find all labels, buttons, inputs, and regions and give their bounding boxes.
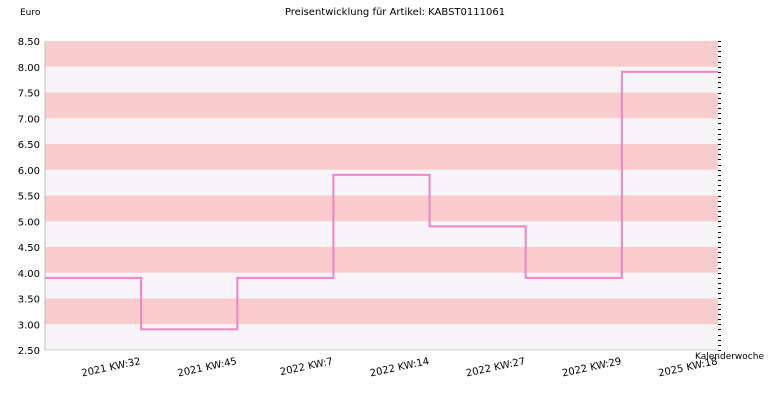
y-tick-label: 7.00 — [18, 114, 40, 125]
background-bands — [44, 41, 718, 351]
background-band — [45, 66, 718, 93]
y-tick-label: 3.00 — [18, 320, 40, 331]
chart-title: Preisentwicklung für Artikel: KABST01110… — [285, 7, 505, 18]
y-tick-label: 6.50 — [18, 140, 40, 151]
y-tick-label: 3.50 — [18, 295, 40, 306]
y-tick-label: 4.50 — [18, 243, 40, 254]
x-tick-label: 2021 KW:45 — [177, 356, 238, 379]
background-band — [45, 221, 718, 247]
x-tick-label: 2021 KW:32 — [81, 356, 142, 379]
y-tick-label: 5.00 — [18, 217, 40, 228]
background-band — [45, 169, 718, 196]
price-step-line — [45, 70, 718, 331]
y-tick-label: 8.00 — [18, 63, 40, 74]
y-tick-label: 7.50 — [18, 89, 40, 100]
y-axis-ticks: 2.50 3.00 3.50 4.00 4.50 5.00 5.50 6.00 6.50 7.00… — [18, 37, 40, 357]
background-band — [45, 324, 718, 350]
background-band — [45, 41, 718, 67]
background-band — [45, 298, 718, 325]
y-tick-label: 6.00 — [18, 166, 40, 177]
background-band — [45, 272, 718, 299]
background-band — [45, 195, 718, 222]
right-axis-minor-ticks — [718, 41, 721, 351]
x-tick-label: 2022 KW:29 — [561, 356, 622, 379]
x-tick-label: 2022 KW:27 — [465, 356, 526, 379]
y-tick-label: 4.00 — [18, 269, 40, 280]
x-tick-label: 2022 KW:7 — [279, 356, 334, 378]
x-axis-ticks: 2021 KW:32 2021 KW:45 2022 KW:7 2022 KW:14 2… — [81, 356, 719, 379]
background-band — [45, 118, 718, 144]
y-tick-label: 5.50 — [18, 192, 40, 203]
x-tick-label: 2022 KW:14 — [369, 356, 430, 379]
background-band — [45, 144, 718, 170]
background-band — [45, 92, 718, 119]
x-axis-label: Kalenderwoche — [695, 352, 764, 362]
y-tick-label: 2.50 — [18, 346, 40, 357]
y-axis-label: Euro — [20, 8, 41, 18]
background-band — [45, 247, 718, 273]
y-tick-label: 8.50 — [18, 37, 40, 48]
